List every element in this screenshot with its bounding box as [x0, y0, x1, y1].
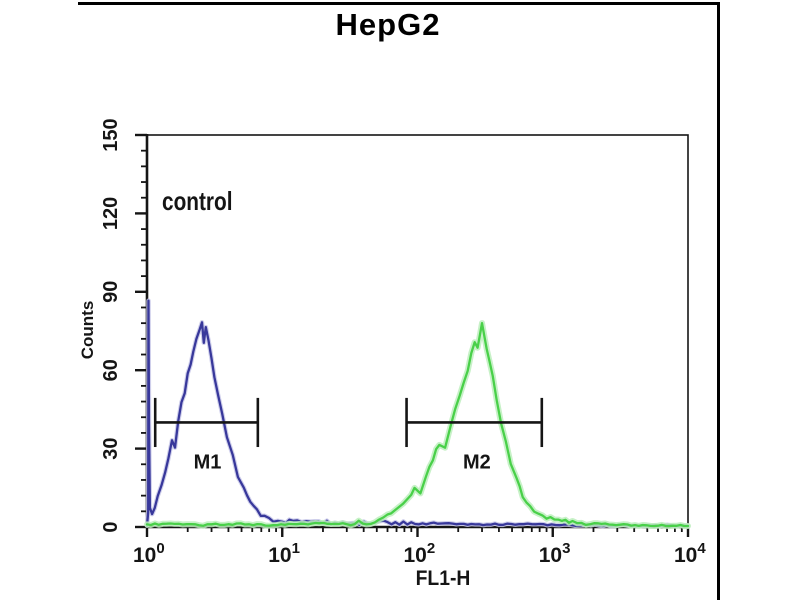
y-tick-label: 0	[100, 521, 122, 532]
y-axis-ticks	[135, 133, 147, 529]
y-tick-label: 60	[100, 359, 122, 381]
y-tick-label: 150	[100, 118, 122, 151]
control-annotation: control	[162, 186, 233, 216]
x-tick-label: 101	[268, 540, 300, 567]
sample-green-curve	[145, 321, 690, 528]
figure-border-right	[717, 2, 720, 600]
x-tick-label: 104	[674, 540, 706, 567]
figure-title: HepG2	[335, 7, 441, 42]
y-tick-label: 30	[100, 437, 122, 459]
gate-marker-M1: M1	[153, 397, 260, 474]
gate-marker-M2: M2	[405, 397, 544, 474]
x-axis-title: FL1-H	[415, 567, 471, 590]
x-axis-ticks	[145, 527, 690, 537]
figure-border-top	[78, 2, 718, 5]
gate-marker-label: M1	[194, 452, 222, 474]
y-tick-label: 120	[100, 197, 122, 230]
plot-frame	[146, 134, 689, 528]
x-tick-label: 100	[133, 540, 165, 567]
x-tick-label: 103	[539, 540, 571, 567]
y-tick-label: 90	[100, 281, 122, 303]
sample-green-curve-halo	[144, 320, 691, 529]
x-tick-label: 102	[404, 540, 436, 567]
gate-marker-label: M2	[463, 452, 491, 474]
